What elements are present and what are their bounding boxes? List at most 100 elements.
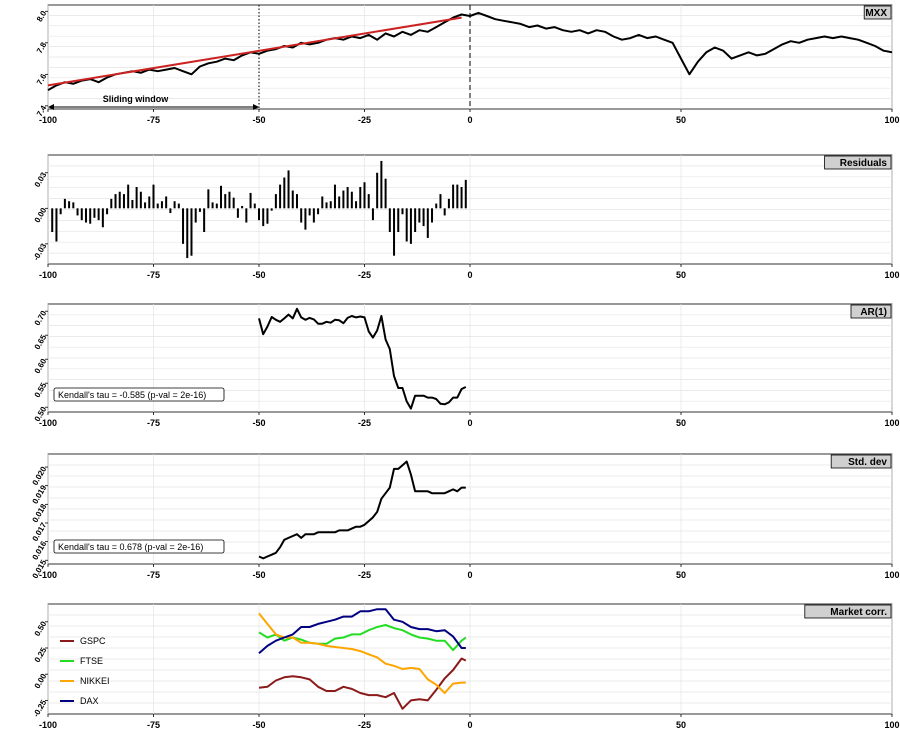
legend-label-dax: DAX xyxy=(80,696,99,706)
residuals-bar xyxy=(397,208,400,233)
residuals-bar xyxy=(63,198,66,209)
ar1-title: AR(1) xyxy=(860,307,887,318)
residuals-bar xyxy=(110,198,113,209)
mxx-strip xyxy=(863,5,892,20)
market-corr-strip xyxy=(804,604,892,619)
residuals-bar xyxy=(464,179,467,209)
residuals-bar xyxy=(241,205,244,209)
residuals-bar xyxy=(203,208,206,233)
market-corr-xtick-label: 0 xyxy=(467,720,472,730)
residuals-bar xyxy=(376,172,379,209)
residuals-bar xyxy=(160,201,163,209)
residuals-bar xyxy=(431,208,434,223)
residuals-title: Residuals xyxy=(840,158,888,169)
market-corr-xtick-label: 50 xyxy=(676,720,686,730)
residuals-bar xyxy=(300,208,303,223)
residuals-bar xyxy=(435,203,438,209)
market-corr-xtick-label: -50 xyxy=(252,720,265,730)
residuals-bar xyxy=(371,208,374,221)
ar1-xtick-label: -50 xyxy=(252,418,265,428)
residuals-bar xyxy=(422,208,425,227)
market-corr-legend: GSPC FTSE NIKKEI DAX xyxy=(60,636,110,706)
residuals-bar xyxy=(177,203,180,209)
residuals-bar xyxy=(76,208,79,216)
residuals-bar xyxy=(80,208,83,221)
residuals-bar xyxy=(439,194,442,209)
residuals-bar xyxy=(258,208,260,221)
residuals-grid xyxy=(47,155,893,264)
residuals-bar xyxy=(367,194,370,209)
sliding-window-arrowhead-left xyxy=(48,104,54,110)
legend-label-nikkei: NIKKEI xyxy=(80,676,110,686)
std-dev-title: Std. dev xyxy=(848,457,887,468)
residuals-xtick-label: -75 xyxy=(147,270,160,280)
residuals-bar xyxy=(84,208,87,223)
residuals-bar xyxy=(253,203,256,209)
residuals-xtick-label: -25 xyxy=(358,270,371,280)
residuals-bar xyxy=(447,198,450,209)
std-dev-xtick-label: 100 xyxy=(884,570,899,580)
residuals-bar xyxy=(228,191,231,209)
mxx-xtick-label: -75 xyxy=(147,115,160,125)
residuals-xtick-label: -100 xyxy=(39,270,57,280)
residuals-bar xyxy=(460,186,463,209)
residuals-bar xyxy=(245,208,248,223)
residuals-bar xyxy=(97,208,100,221)
residuals-xtick-label: 0 xyxy=(467,270,472,280)
residuals-bar xyxy=(283,177,286,209)
residuals-xtick-label: -50 xyxy=(252,270,265,280)
legend-label-ftse: FTSE xyxy=(80,656,103,666)
legend-label-gspc: GSPC xyxy=(80,636,106,646)
std-dev-panel: Std. dev-100 -75 -50 -25 0 50 1000.0150.0160.0… xyxy=(31,453,900,580)
sliding-window-arrowhead-right xyxy=(253,104,259,110)
residuals-bar xyxy=(452,184,455,209)
residuals-bar xyxy=(51,208,54,233)
market-corr-xtick-label: -100 xyxy=(39,720,57,730)
ar1-xtick-label: 100 xyxy=(884,418,899,428)
residuals-bar xyxy=(173,201,176,209)
std-dev-ytick-label: 0.019 xyxy=(31,483,49,505)
residuals-ytick-label: -0.03 xyxy=(31,241,48,262)
market-corr-nikkei-line xyxy=(258,612,466,694)
residuals-bar xyxy=(165,196,168,209)
residuals-bar xyxy=(274,194,277,209)
mxx-grid xyxy=(47,5,893,109)
residuals-bar xyxy=(122,194,125,209)
residuals-bar xyxy=(127,184,130,209)
residuals-bar xyxy=(418,208,421,223)
residuals-bar xyxy=(93,208,96,218)
residuals-bar xyxy=(148,196,151,209)
residuals-bar xyxy=(270,208,273,211)
residuals-xtick-label: 100 xyxy=(884,270,899,280)
std-dev-xtick-label: -25 xyxy=(358,570,371,580)
std-dev-xtick-label: -50 xyxy=(252,570,265,580)
mxx-series-line xyxy=(47,11,893,91)
residuals-bar xyxy=(304,208,307,230)
market-corr-xtick-label: -25 xyxy=(358,720,371,730)
residuals-bar xyxy=(211,202,214,209)
mxx-xtick-label: -25 xyxy=(358,115,371,125)
mxx-title: MXX xyxy=(865,8,887,19)
mxx-xtick-label: 0 xyxy=(467,115,472,125)
ar1-strip xyxy=(850,304,892,319)
residuals-bar xyxy=(139,191,142,209)
residuals-bar xyxy=(114,194,117,209)
residuals-bar xyxy=(384,178,387,209)
ar1-panel: AR(1)-100 -75 -50 -25 0 50 1000.500.550.600.65… xyxy=(33,303,900,428)
residuals-bar xyxy=(59,208,62,215)
residuals-strip xyxy=(824,155,892,170)
residuals-bar xyxy=(329,201,332,209)
std-dev-ytick-label: 0.017 xyxy=(31,521,49,543)
mxx-xtick-label: 100 xyxy=(884,115,899,125)
residuals-bar xyxy=(118,191,121,209)
residuals-bar xyxy=(287,170,290,209)
residuals-bar xyxy=(106,208,109,215)
std-dev-xtick-label: -100 xyxy=(39,570,57,580)
residuals-bar xyxy=(380,160,383,209)
residuals-bar xyxy=(215,203,218,209)
market-corr-xtick-label: 100 xyxy=(884,720,899,730)
residuals-bar xyxy=(236,208,239,218)
ar1-xtick-label: -75 xyxy=(147,418,160,428)
std-dev-kendall-text: Kendall's tau = 0.678 (p-val = 2e-16) xyxy=(58,542,203,552)
residuals-bar xyxy=(186,208,189,259)
